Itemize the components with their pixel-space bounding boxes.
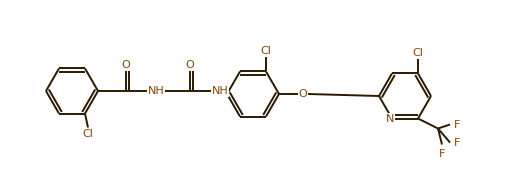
Text: F: F	[439, 149, 445, 159]
Text: O: O	[186, 60, 194, 70]
Text: NH: NH	[148, 86, 165, 96]
Text: O: O	[299, 89, 307, 99]
Text: NH: NH	[212, 86, 229, 96]
Text: F: F	[454, 138, 460, 148]
Text: Cl: Cl	[413, 48, 423, 58]
Text: O: O	[122, 60, 130, 70]
Text: F: F	[454, 120, 460, 130]
Text: N: N	[386, 113, 394, 123]
Text: Cl: Cl	[261, 46, 271, 56]
Text: Cl: Cl	[83, 129, 94, 139]
